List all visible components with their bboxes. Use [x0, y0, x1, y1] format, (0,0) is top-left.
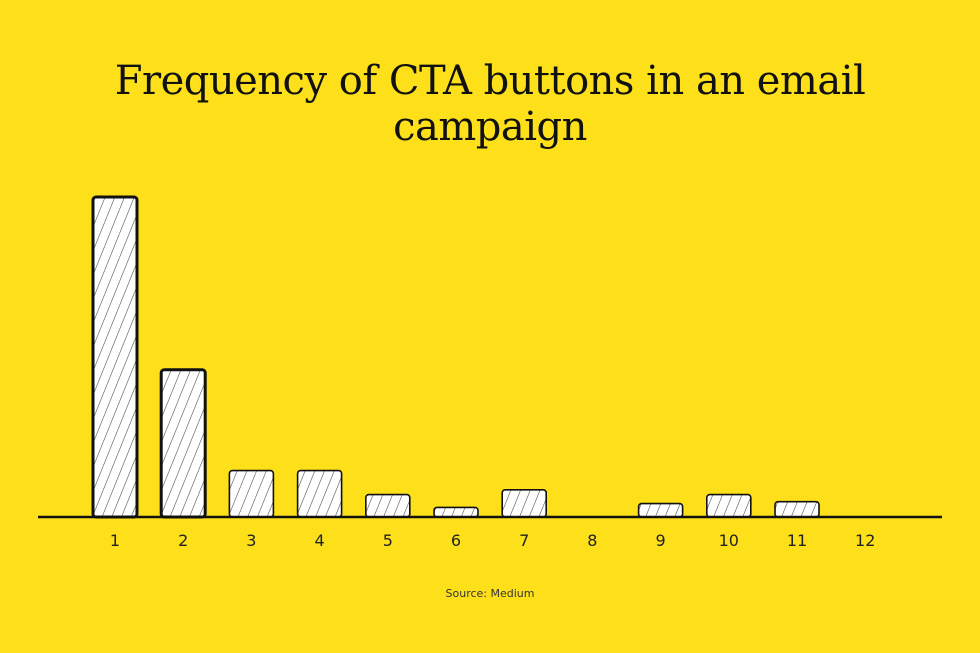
x-tick-label-8: 8: [587, 531, 597, 550]
bar-1: [91, 195, 139, 519]
x-tick-label-2: 2: [178, 531, 188, 550]
source-note: Source: Medium: [445, 587, 535, 600]
x-tick-labels: 1 2 3 4 5 6 7 8 9 10 11 12: [110, 531, 875, 550]
bar-7: [501, 488, 548, 518]
x-tick-label-4: 4: [315, 531, 325, 550]
x-tick-label-10: 10: [719, 531, 739, 550]
bar-5: [364, 493, 411, 518]
chart-title: Frequency of CTA buttons in an email cam…: [0, 58, 980, 150]
x-tick-label-1: 1: [110, 531, 120, 550]
x-tick-label-7: 7: [519, 531, 529, 550]
bar-3: [228, 469, 275, 518]
bar-4: [296, 469, 343, 518]
chart-title-line-2: campaign: [393, 104, 587, 150]
bars-group: [91, 195, 820, 519]
bar-9: [637, 502, 684, 518]
chart-title-line-1: Frequency of CTA buttons in an email: [114, 58, 866, 104]
bar-11: [774, 500, 820, 518]
bar-10: [705, 493, 752, 518]
x-tick-label-11: 11: [787, 531, 807, 550]
bar-2: [159, 368, 207, 519]
x-tick-label-5: 5: [383, 531, 393, 550]
x-tick-label-9: 9: [656, 531, 666, 550]
bar-6: [433, 506, 479, 518]
x-tick-label-6: 6: [451, 531, 461, 550]
x-tick-label-3: 3: [246, 531, 256, 550]
x-tick-label-12: 12: [855, 531, 875, 550]
